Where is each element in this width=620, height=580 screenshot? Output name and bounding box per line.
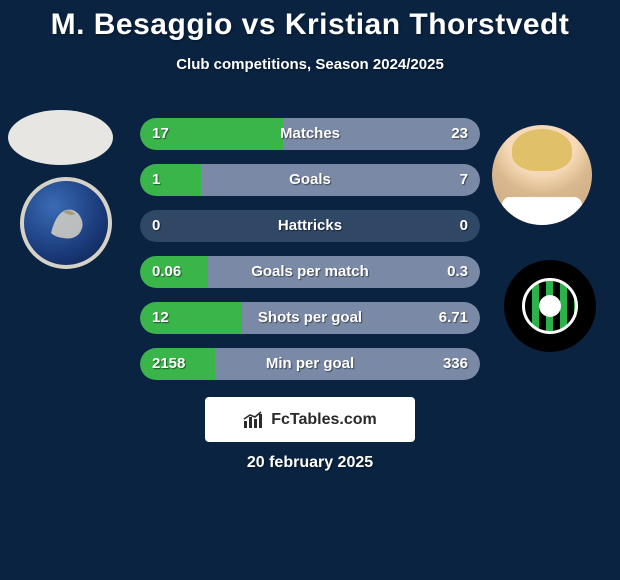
sassuolo-badge-icon — [522, 278, 578, 334]
stat-row: 1723Matches — [140, 118, 480, 150]
page-title: M. Besaggio vs Kristian Thorstvedt — [0, 0, 620, 42]
source-badge: FcTables.com — [205, 397, 415, 442]
stat-row: 0.060.3Goals per match — [140, 256, 480, 288]
stats-panel: 1723Matches 17Goals 00Hattricks 0.060.3Goal… — [140, 118, 480, 394]
stat-label: Shots per goal — [140, 302, 480, 334]
stat-row: 00Hattricks — [140, 210, 480, 242]
stat-label: Goals per match — [140, 256, 480, 288]
source-label: FcTables.com — [271, 411, 377, 429]
stat-label: Hattricks — [140, 210, 480, 242]
stat-label: Matches — [140, 118, 480, 150]
player-right-avatar — [492, 125, 592, 225]
page-subtitle: Club competitions, Season 2024/2025 — [0, 56, 620, 73]
club-crest-left — [20, 177, 112, 269]
stat-row: 2158336Min per goal — [140, 348, 480, 380]
player-left-avatar — [8, 110, 113, 165]
date-label: 20 february 2025 — [0, 454, 620, 472]
stat-label: Min per goal — [140, 348, 480, 380]
stat-label: Goals — [140, 164, 480, 196]
lion-icon — [41, 198, 91, 248]
chart-icon — [243, 411, 265, 429]
stat-row: 126.71Shots per goal — [140, 302, 480, 334]
club-crest-right — [504, 260, 596, 352]
stat-row: 17Goals — [140, 164, 480, 196]
